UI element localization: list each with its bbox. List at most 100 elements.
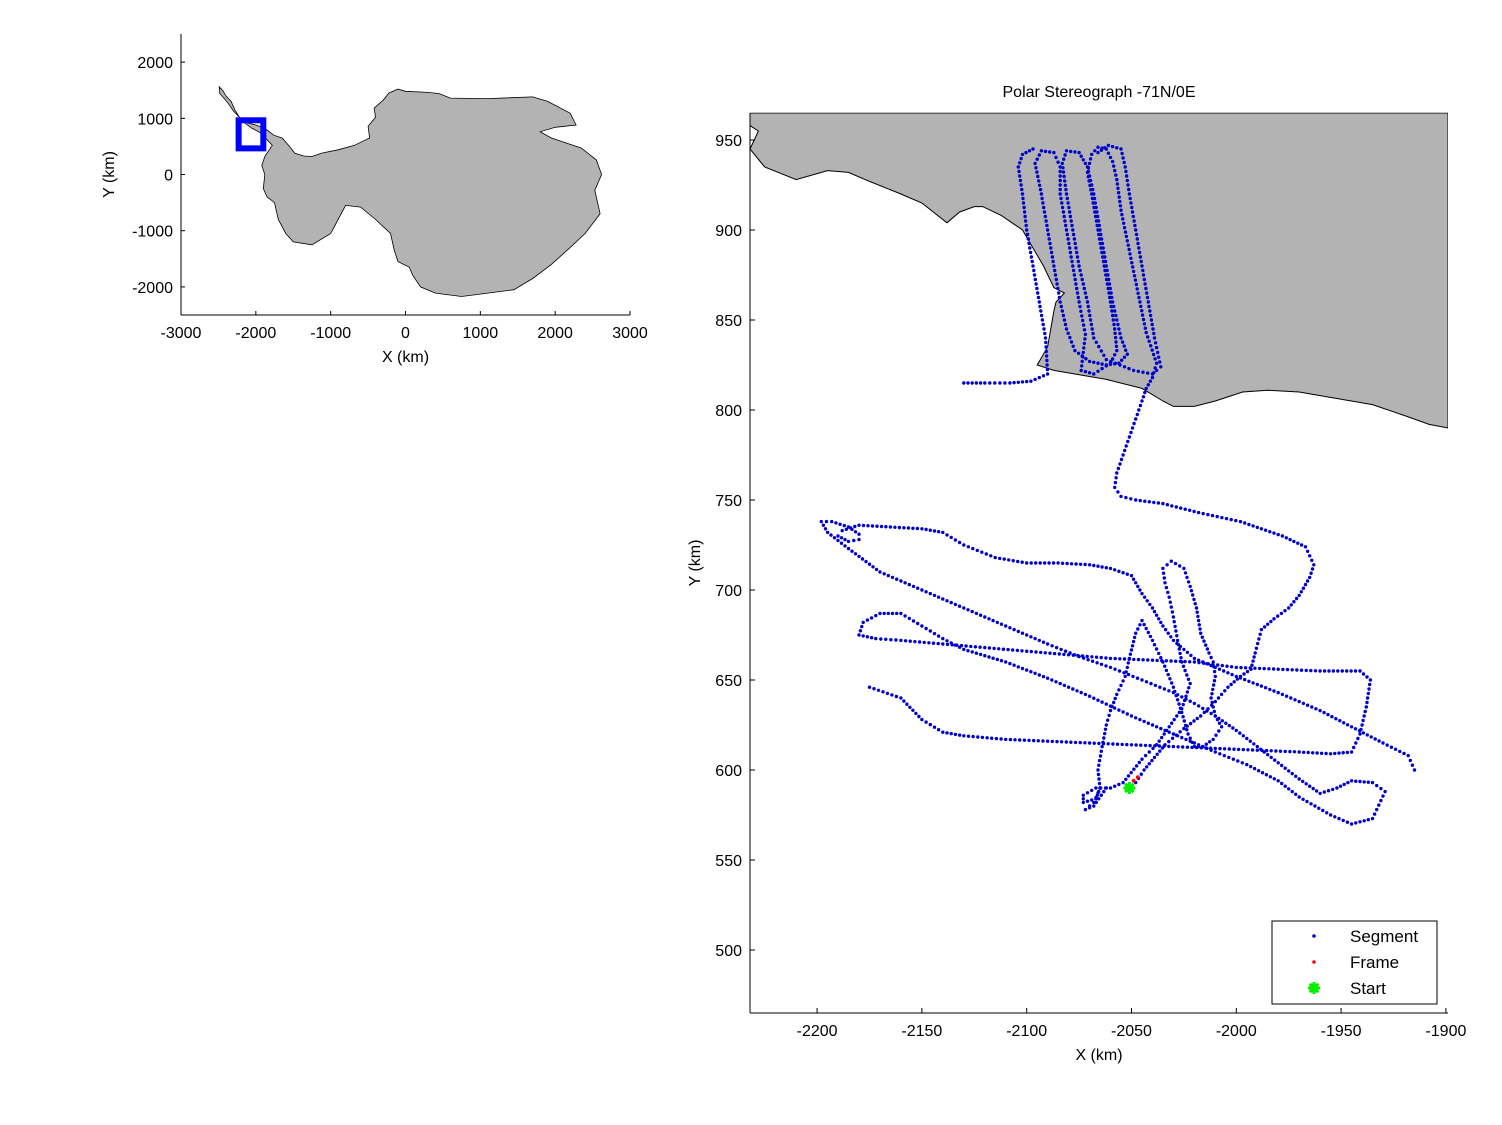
segment-point [867,685,872,689]
segment-point [978,381,983,385]
segment-point [1253,651,1257,655]
segment-point [1234,518,1238,523]
segment-point [994,736,999,741]
segment-point [1063,322,1068,327]
segment-point [1154,613,1159,617]
segment-point [1052,150,1056,155]
segment-point [1045,223,1049,228]
segment-point [1073,740,1078,745]
segment-point [1375,783,1379,788]
segment-point [1141,317,1146,322]
segment-point [1069,562,1074,566]
y-tick-label: 650 [715,673,742,690]
segment-point [1032,738,1036,743]
segment-point [1285,667,1290,672]
segment-point [1335,786,1339,790]
segment-point [1126,183,1130,187]
segment-point [1132,767,1136,771]
segment-point [846,546,851,551]
segment-point [1097,223,1102,228]
segment-point [1142,595,1147,599]
segment-point [1274,749,1278,753]
segment-point [1134,764,1139,768]
segment-point [1196,743,1201,747]
segment-point [973,645,978,649]
segment-point [1266,622,1270,626]
segment-point [1188,584,1192,589]
segment-point [1159,726,1163,731]
segment-point [1122,355,1127,359]
segment-point [840,528,844,533]
segment-point [1146,383,1151,387]
segment-point [1192,509,1196,514]
segment-point [1024,223,1028,228]
segment-point [924,527,928,532]
segment-point [931,641,936,645]
segment-point [1213,714,1218,718]
segment-point [1150,638,1155,643]
segment-point [1093,201,1098,205]
segment-point [1301,779,1305,784]
segment-point [834,521,838,525]
legend-frame-marker [1312,960,1316,964]
segment-point [1135,676,1140,680]
segment-point [1099,232,1103,237]
segment-point [1097,777,1101,781]
segment-point [1410,763,1415,767]
segment-point [1196,614,1200,619]
segment-point [1094,655,1099,659]
segment-point [1126,243,1130,247]
segment-point [1063,179,1067,183]
segment-point [1213,746,1218,751]
segment-point [1038,187,1043,192]
segment-point [1097,758,1102,763]
segment-point [843,537,847,542]
y-tick-label: 1000 [137,111,173,128]
segment-point [1041,674,1046,679]
segment-point [1134,232,1139,237]
segment-point [1122,344,1126,348]
segment-point [913,639,917,644]
segment-point [1061,313,1066,318]
segment-point [1094,205,1098,210]
segment-point [962,543,966,547]
segment-point [842,523,846,528]
segment-point [1090,659,1095,663]
segment-point [1252,742,1256,746]
segment-point [1059,647,1063,652]
segment-point [983,381,987,385]
segment-point [1123,165,1127,169]
segment-point [1167,595,1171,599]
segment-point [1158,360,1162,364]
segment-point [1243,677,1247,682]
segment-point [1124,174,1129,178]
segment-point [1257,666,1262,671]
segment-point [1305,549,1310,553]
segment-point [1108,708,1113,713]
segment-point [1240,761,1245,765]
segment-point [1103,255,1107,259]
segment-point [1213,665,1218,670]
segment-point [1276,532,1280,537]
segment-point [1075,291,1080,295]
segment-point [864,559,868,564]
segment-point [1036,291,1040,295]
segment-point [1251,659,1255,663]
segment-point [1087,563,1092,567]
segment-point [1134,282,1139,287]
segment-point [1133,223,1137,228]
x-tick-label: -2100 [1006,1023,1047,1040]
segment-point [1150,372,1155,376]
segment-point [992,646,996,651]
segment-point [1102,353,1106,357]
segment-point [1033,277,1038,282]
segment-point [885,691,890,696]
y-tick-label: 500 [715,943,742,960]
segment-point [1076,295,1081,300]
segment-point [1315,751,1319,755]
segment-point [941,642,945,646]
segment-point [1145,291,1149,295]
segment-point [1068,246,1072,250]
segment-point [1039,313,1044,318]
segment-point [1354,821,1358,825]
